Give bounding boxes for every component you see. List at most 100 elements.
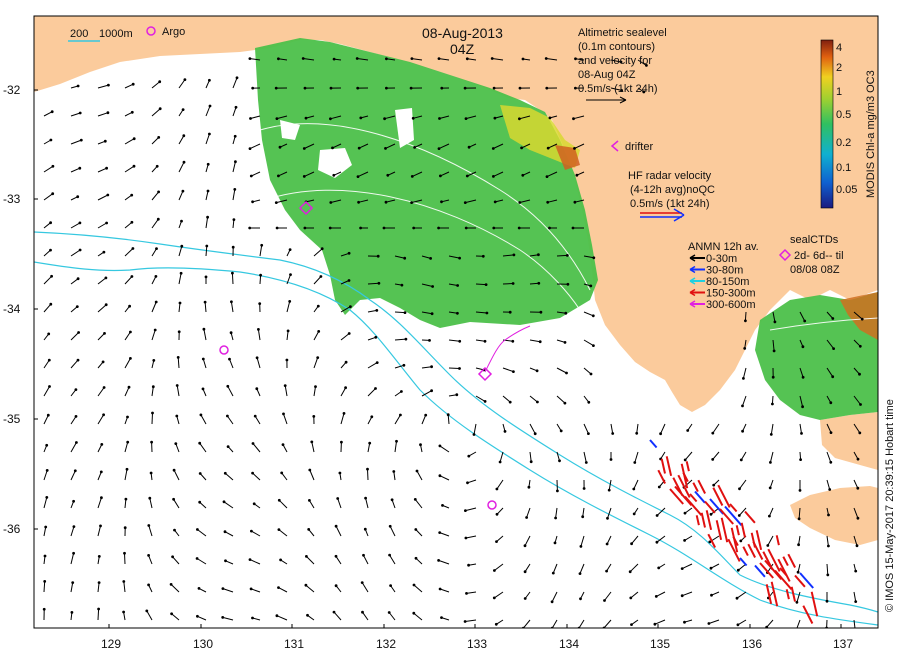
velocity-arrow (630, 591, 639, 599)
velocity-arrowhead (316, 356, 320, 359)
legend-sealctds: sealCTDs 2d- 6d-- til 08/08 08Z (778, 234, 844, 276)
velocity-arrow (97, 608, 100, 621)
velocity-arrowhead (374, 335, 378, 339)
velocity-arrowhead (546, 200, 550, 204)
velocity-arrow (853, 479, 859, 489)
hf-velocity-arrow (775, 535, 780, 546)
velocity-arrowhead (364, 496, 367, 500)
altimetric-line1: Altimetric sealevel (578, 27, 667, 39)
velocity-arrow (496, 507, 504, 515)
velocity-arrowhead (768, 486, 772, 490)
velocity-arrow (70, 222, 81, 229)
hf-velocity-arrow (677, 474, 691, 498)
velocity-arrowhead (545, 175, 549, 179)
velocity-arrow (394, 414, 401, 425)
argo-float-1[interactable] (219, 345, 229, 355)
velocity-arrowhead (374, 387, 377, 390)
velocity-arrow (278, 58, 288, 61)
velocity-arrow (171, 613, 180, 621)
velocity-arrowhead (400, 283, 404, 287)
velocity-arrow (175, 443, 180, 453)
lon-tick-label: 136 (742, 637, 762, 651)
velocity-arrow (421, 311, 433, 315)
velocity-arrowhead (126, 440, 130, 444)
sealctd-marker-2[interactable] (477, 366, 493, 382)
velocity-arrowhead (587, 432, 590, 435)
velocity-arrowhead (854, 630, 857, 633)
velocity-arrow (660, 423, 666, 434)
velocity-arrow (522, 619, 531, 628)
velocity-arrowhead (523, 544, 527, 548)
sealctds-line3: 08/08 08Z (790, 264, 840, 276)
velocity-arrowhead (359, 226, 362, 230)
velocity-arrow (97, 582, 100, 593)
velocity-arrow (70, 332, 79, 341)
velocity-arrowhead (511, 339, 515, 343)
velocity-arrowhead (274, 201, 278, 205)
velocity-arrowhead (653, 622, 657, 626)
velocity-arrowhead (527, 485, 531, 489)
hf-velocity-arrow (774, 569, 793, 590)
velocity-arrow (529, 282, 539, 285)
velocity-arrowhead (342, 412, 346, 415)
velocity-arrowhead (201, 387, 205, 391)
velocity-arrow (579, 563, 585, 574)
velocity-arrow (43, 303, 52, 313)
velocity-arrow (43, 193, 53, 201)
sealctd-marker-1[interactable] (298, 200, 314, 216)
velocity-arrowhead (347, 332, 351, 335)
velocity-arrowhead (130, 110, 134, 114)
velocity-arrowhead (105, 221, 108, 225)
velocity-arrowhead (430, 389, 433, 393)
anmn-arrowhead-icon (689, 300, 696, 308)
velocity-arrowhead (223, 530, 227, 534)
velocity-arrowhead (248, 147, 252, 151)
velocity-arrowhead (800, 432, 803, 435)
velocity-arrowhead (463, 620, 467, 623)
velocity-arrowhead (611, 432, 615, 435)
velocity-arrow (853, 311, 863, 320)
velocity-arrowhead (565, 371, 568, 375)
velocity-arrowhead (172, 497, 176, 501)
velocity-arrowhead (437, 57, 441, 60)
velocity-arrow (467, 171, 477, 177)
velocity-arrow (306, 556, 315, 565)
velocity-arrow (473, 423, 477, 435)
velocity-arrowhead (233, 188, 237, 191)
velocity-arrow (313, 276, 322, 285)
velocity-arrow (340, 306, 351, 313)
velocity-arrow (97, 525, 101, 537)
lon-tick-label: 133 (467, 637, 487, 651)
velocity-arrowhead (419, 443, 422, 447)
velocity-arrowhead (769, 433, 773, 436)
velocity-arrowhead (153, 328, 157, 332)
colorbar-tick: 0.1 (836, 162, 851, 174)
velocity-arrow (394, 338, 406, 341)
velocity-arrowhead (198, 441, 202, 445)
hf-velocity-arrow (657, 469, 666, 484)
velocity-arrowhead (539, 310, 543, 314)
velocity-arrowhead (203, 300, 207, 304)
velocity-arrowhead (151, 385, 155, 389)
argo-float-2[interactable] (487, 500, 497, 510)
velocity-arrowhead (43, 554, 47, 558)
velocity-arrowhead (377, 281, 381, 285)
velocity-arrowhead (403, 311, 407, 314)
bathymetry-contours (34, 231, 878, 626)
velocity-arrowhead (537, 253, 540, 257)
velocity-arrow (737, 563, 747, 571)
velocity-arrowhead (175, 384, 179, 387)
velocity-arrow (768, 507, 774, 517)
velocity-arrowhead (102, 413, 105, 417)
legend-altimetric: Altimetric sealevel (0.1m contours) and … (578, 27, 667, 104)
legend-drifter: drifter (610, 140, 653, 153)
velocity-arrow (389, 526, 396, 537)
velocity-arrowhead (564, 311, 568, 315)
velocity-arrowhead (424, 413, 428, 417)
velocity-arrow (232, 77, 238, 89)
velocity-arrowhead (464, 226, 468, 230)
velocity-arrow (573, 115, 585, 120)
hf-velocity-arrow (724, 505, 743, 526)
velocity-arrowhead (46, 413, 50, 417)
velocity-arrowhead (772, 349, 776, 353)
